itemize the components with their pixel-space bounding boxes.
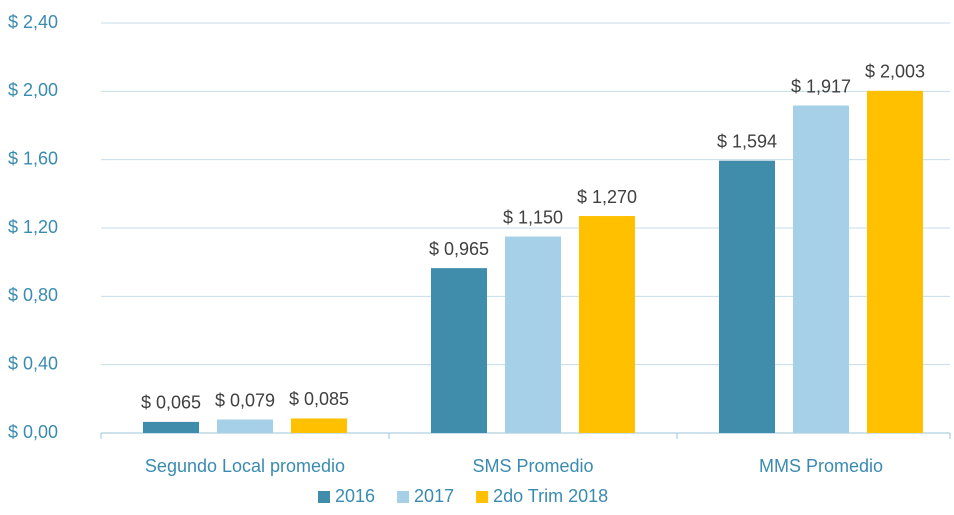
value-label: $ 1,150 (503, 207, 563, 227)
bar (431, 268, 487, 433)
value-label: $ 0,065 (141, 393, 201, 413)
bar (143, 421, 199, 433)
y-tick-label: $ 1,20 (8, 217, 58, 237)
legend-label: 2do Trim 2018 (493, 486, 608, 506)
bar (719, 160, 775, 434)
y-tick-label: $ 1,60 (8, 148, 58, 168)
x-tick-label: Segundo Local promedio (145, 456, 345, 476)
value-label: $ 0,965 (429, 239, 489, 259)
y-tick-label: $ 0,00 (8, 422, 58, 442)
legend-swatch (397, 491, 410, 503)
bar (579, 216, 635, 433)
legend-swatch (476, 491, 489, 503)
y-tick-label: $ 2,00 (8, 80, 58, 100)
bar (793, 105, 849, 433)
value-label: $ 1,917 (791, 76, 851, 96)
bar (217, 419, 273, 433)
legend-label: 2017 (414, 486, 454, 506)
bar (291, 418, 347, 433)
x-tick-label: SMS Promedio (472, 456, 593, 476)
bar (867, 90, 923, 433)
x-tick-label: MMS Promedio (759, 456, 883, 476)
y-tick-label: $ 0,80 (8, 285, 58, 305)
value-label: $ 2,003 (865, 62, 925, 82)
y-tick-label: $ 0,40 (8, 353, 58, 373)
legend-label: 2016 (335, 486, 375, 506)
value-label: $ 1,270 (577, 187, 637, 207)
value-label: $ 0,085 (289, 389, 349, 409)
legend-swatch (318, 491, 330, 503)
y-tick-label: $ 2,40 (8, 12, 58, 32)
bar (505, 236, 561, 433)
value-label: $ 1,594 (717, 131, 777, 151)
value-label: $ 0,079 (215, 390, 275, 410)
